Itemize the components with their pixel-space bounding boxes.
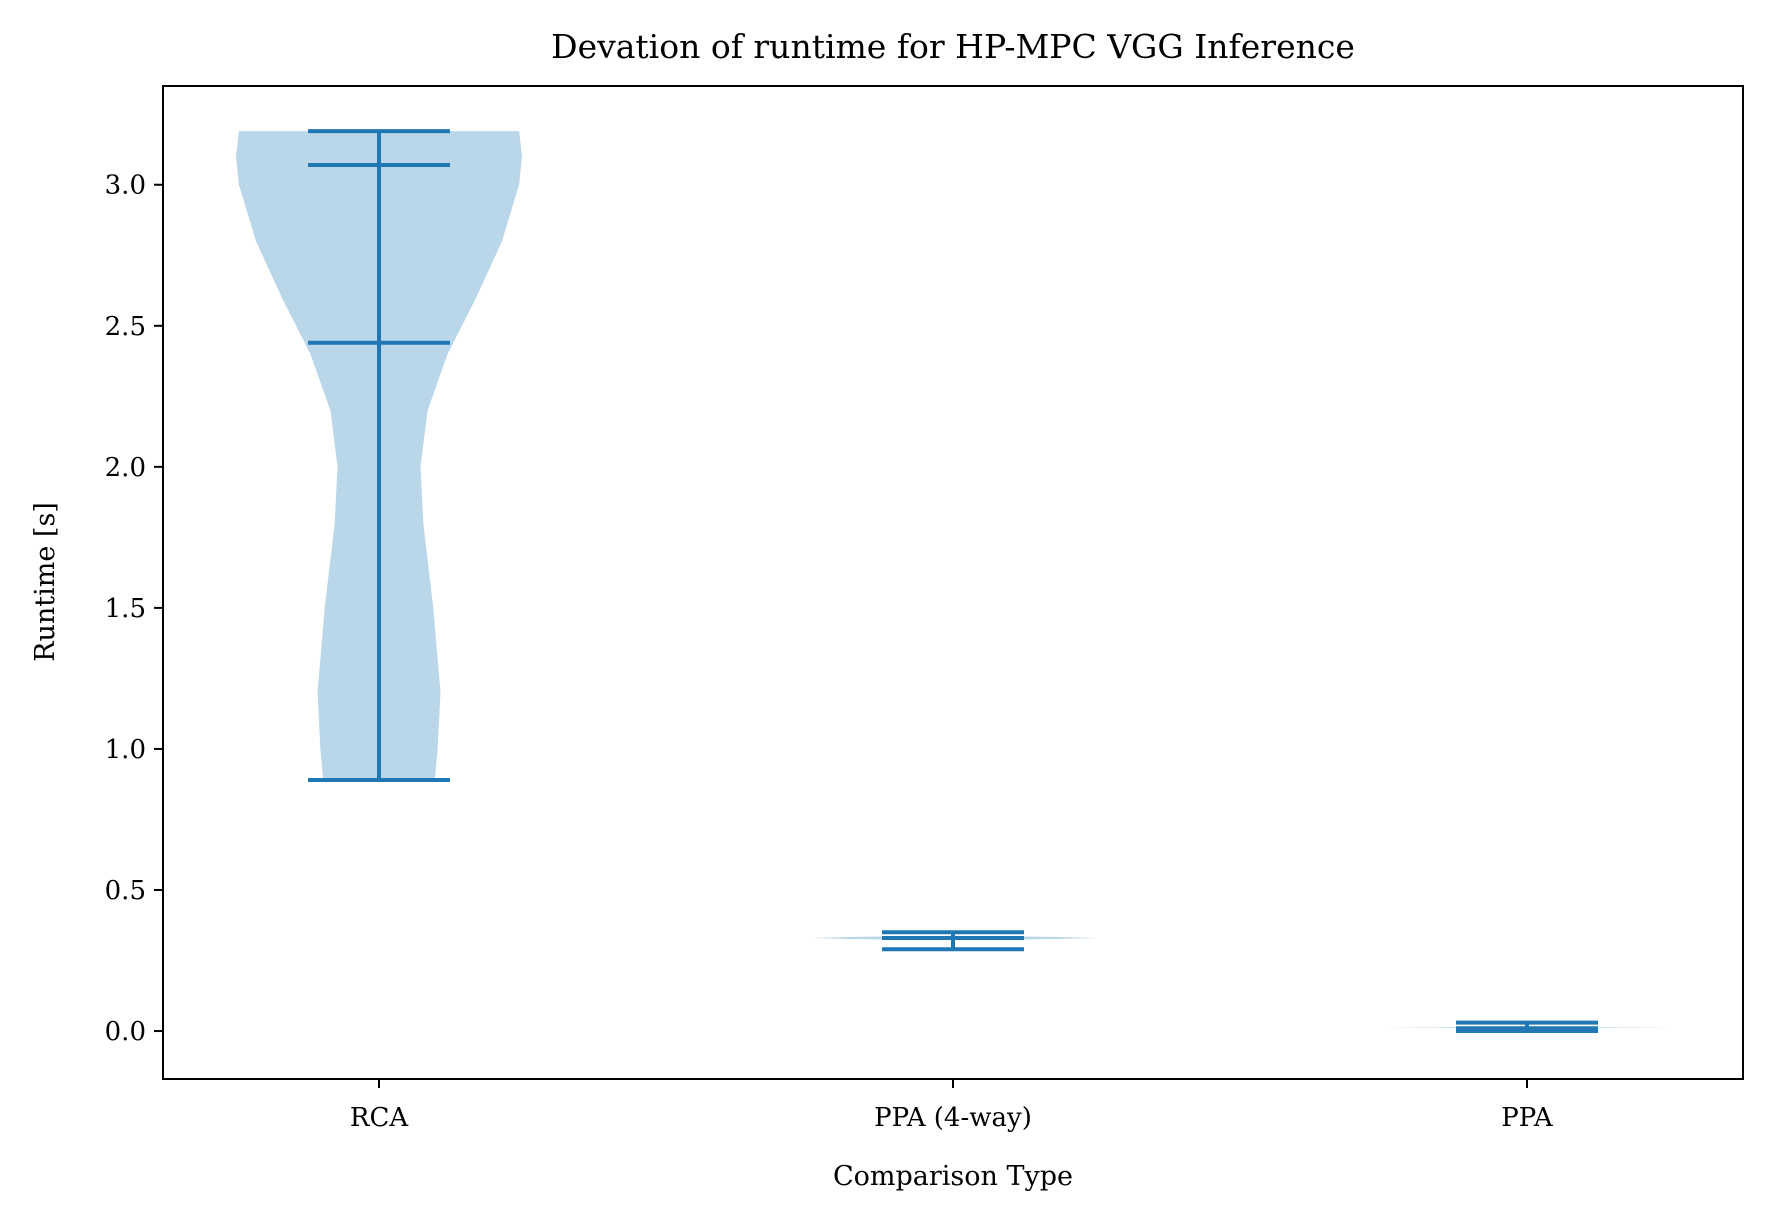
x-tick-label: PPA xyxy=(1501,1103,1554,1133)
y-tick-label: 1.5 xyxy=(105,594,146,624)
x-axis-label: Comparison Type xyxy=(833,1161,1073,1192)
x-axis-ticks: RCA PPA (4-way) PPA xyxy=(350,1079,1554,1133)
y-tick-label: 0.5 xyxy=(105,876,146,906)
y-tick-label: 3.0 xyxy=(105,171,146,201)
y-tick-label: 2.0 xyxy=(105,453,146,483)
y-tick-label: 2.5 xyxy=(105,312,146,342)
y-tick-label: 1.0 xyxy=(105,735,146,765)
y-axis-ticks: 0.0 0.5 1.0 1.5 2.0 2.5 3.0 xyxy=(105,171,163,1047)
y-tick-label: 0.0 xyxy=(105,1017,146,1047)
x-tick-label: PPA (4-way) xyxy=(874,1103,1032,1133)
y-axis-label: Runtime [s] xyxy=(30,502,61,662)
chart-title: Devation of runtime for HP-MPC VGG Infer… xyxy=(551,27,1355,66)
violin-lines xyxy=(308,129,1598,1034)
x-tick-label: RCA xyxy=(350,1103,409,1133)
